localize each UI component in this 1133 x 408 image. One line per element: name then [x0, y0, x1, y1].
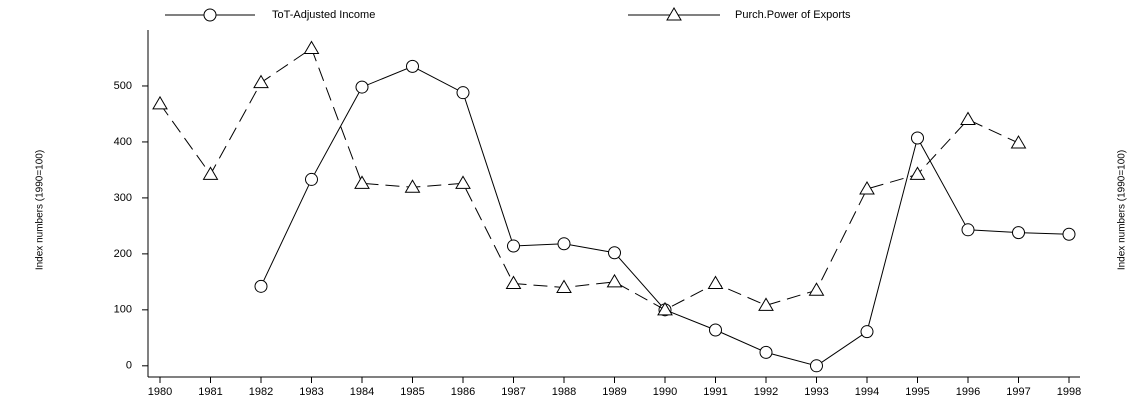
- x-tick-label: 1985: [400, 386, 424, 398]
- point-marker: [709, 323, 722, 337]
- point-marker: [355, 80, 369, 94]
- x-tick-label: 1986: [451, 386, 475, 398]
- point-marker: [1010, 135, 1027, 149]
- point-marker: [909, 166, 926, 180]
- x-tick-label: 1997: [1006, 386, 1030, 398]
- legend-marker: [203, 8, 217, 22]
- series-line: [260, 65, 1070, 367]
- point-marker: [406, 59, 419, 73]
- point-marker: [810, 359, 823, 373]
- legend-label: Purch.Power of Exports: [735, 9, 851, 21]
- x-tick-label: 1981: [198, 386, 222, 398]
- point-marker: [1062, 227, 1076, 241]
- x-tick-label: 1996: [956, 386, 980, 398]
- x-tick-label: 1983: [299, 386, 323, 398]
- point-marker: [505, 275, 522, 290]
- point-marker: [404, 179, 421, 193]
- point-marker: [758, 297, 774, 311]
- point-marker: [354, 175, 370, 189]
- y-tick-label: 300: [114, 192, 132, 204]
- x-tick-label: 1990: [653, 386, 677, 398]
- x-tick-label: 1992: [754, 386, 778, 398]
- x-tick-label: 1993: [804, 386, 828, 398]
- y-tick-label: 400: [114, 136, 132, 148]
- point-marker: [556, 279, 572, 293]
- point-marker: [507, 239, 520, 253]
- x-tick-label: 1987: [501, 386, 525, 398]
- legend-label: ToT-Adjusted Income: [272, 9, 375, 21]
- point-marker: [253, 74, 269, 89]
- y2-axis-label: Index numbers (1990=100): [1117, 150, 1128, 270]
- point-marker: [1012, 226, 1025, 240]
- point-marker: [911, 131, 924, 145]
- point-marker: [202, 166, 219, 180]
- x-tick-label: 1982: [249, 386, 273, 398]
- point-marker: [152, 95, 168, 110]
- point-marker: [557, 237, 571, 251]
- point-marker: [254, 279, 268, 293]
- point-marker: [303, 40, 320, 54]
- x-tick-label: 1991: [703, 386, 727, 398]
- point-marker: [608, 246, 621, 260]
- x-tick-label: 1980: [148, 386, 172, 398]
- point-marker: [859, 180, 875, 195]
- point-marker: [606, 273, 623, 288]
- x-tick-label: 1994: [855, 386, 879, 398]
- point-marker: [960, 111, 976, 126]
- legend-marker: [666, 7, 682, 21]
- point-marker: [860, 325, 874, 339]
- y-tick-label: 0: [126, 360, 132, 372]
- x-tick-label: 1998: [1057, 386, 1081, 398]
- y-tick-label: 100: [114, 304, 132, 316]
- point-marker: [657, 301, 673, 316]
- series-line: [159, 47, 1019, 311]
- x-tick-label: 1995: [905, 386, 929, 398]
- point-marker: [808, 282, 825, 296]
- point-marker: [456, 86, 470, 100]
- point-marker: [707, 275, 724, 290]
- point-marker: [305, 172, 318, 186]
- y-axis-label: Index numbers (1990=100): [35, 150, 46, 270]
- y-tick-label: 200: [114, 248, 132, 260]
- x-tick-label: 1989: [602, 386, 626, 398]
- point-marker: [455, 175, 471, 189]
- x-tick-label: 1988: [552, 386, 576, 398]
- x-tick-label: 1984: [350, 386, 374, 398]
- point-marker: [759, 345, 773, 359]
- y-tick-label: 500: [114, 80, 132, 92]
- point-marker: [961, 223, 975, 237]
